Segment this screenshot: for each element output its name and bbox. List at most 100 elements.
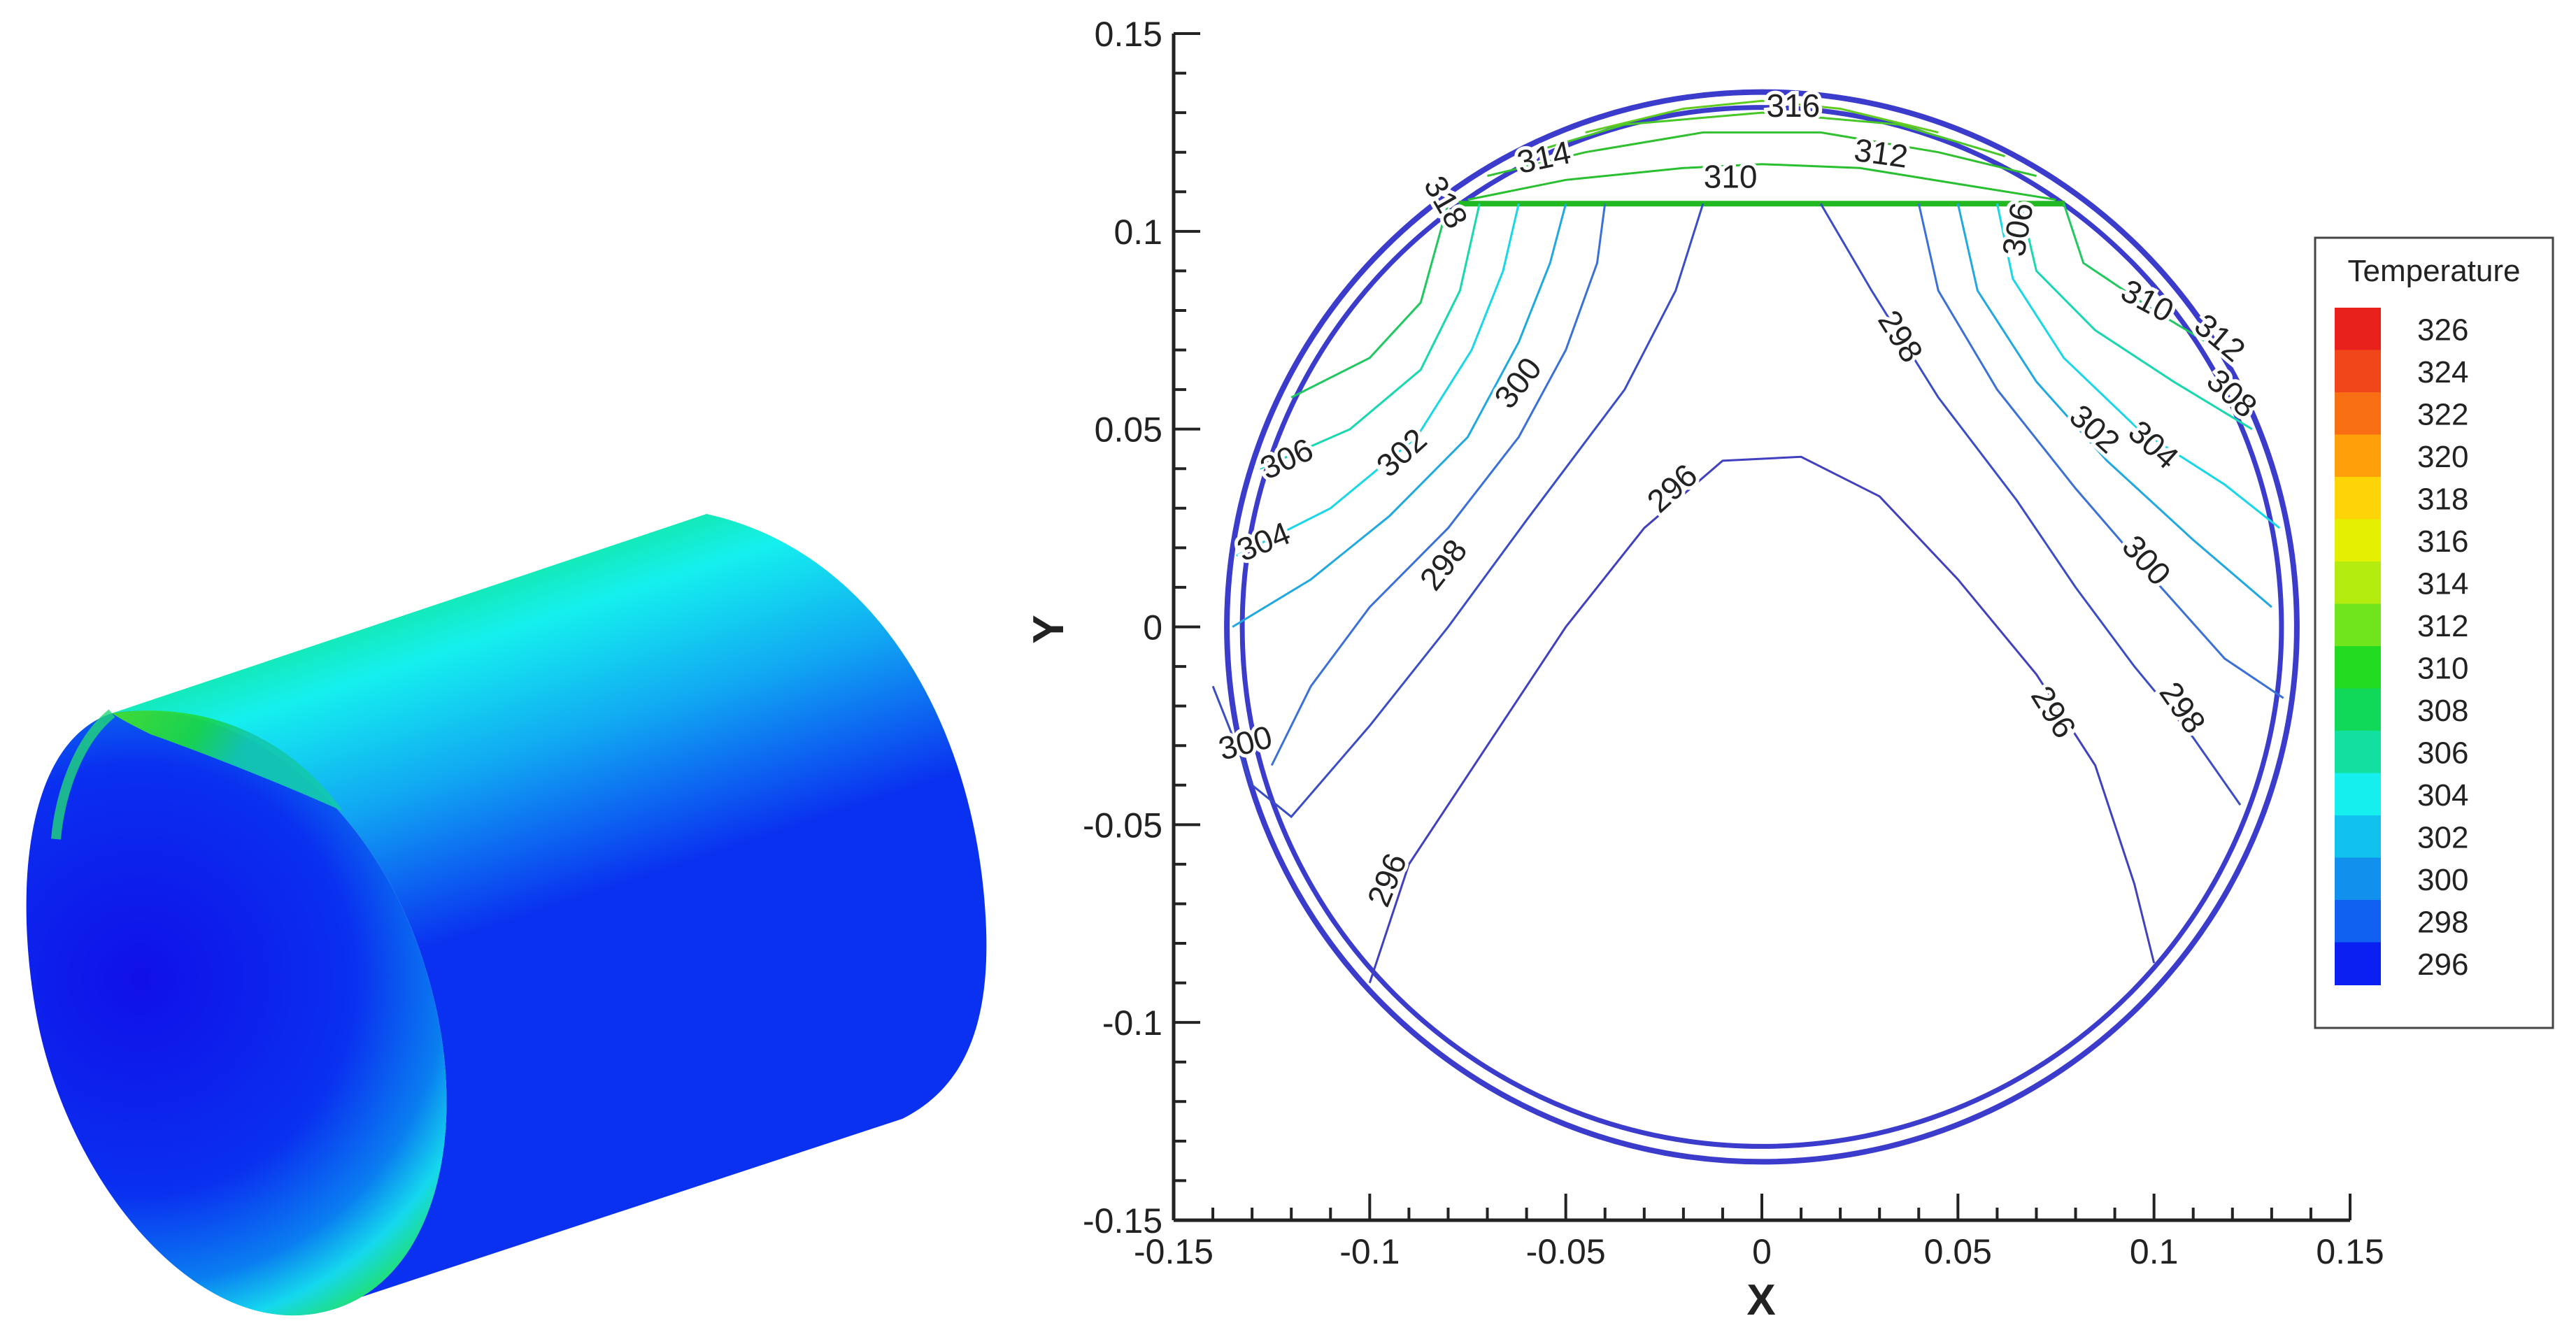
x-tick-label: 0.05 [1924, 1232, 1992, 1271]
contour-line-308 [1290, 203, 1449, 399]
contour-line-314 [1518, 111, 2006, 157]
y-tick-label: 0.1 [1113, 213, 1162, 252]
legend-swatch [2335, 857, 2381, 901]
cylinder-body [112, 514, 987, 1315]
contour-line-312 [1487, 131, 2037, 178]
contour-label: 298 [1412, 532, 1474, 596]
legend-swatch [2335, 434, 2381, 478]
legend-swatch [2335, 308, 2381, 351]
contour-line-298 [1211, 203, 1705, 819]
legend-swatch [2335, 519, 2381, 562]
legend-label: 316 [2417, 524, 2468, 559]
legend-swatch [2335, 392, 2381, 436]
legend-label: 298 [2417, 905, 2468, 939]
contour-lines [1211, 99, 2284, 984]
contour-line-296 [1368, 455, 2156, 984]
x-tick-label: -0.05 [1526, 1232, 1606, 1271]
contour-label: 298 [2152, 675, 2213, 740]
contour-label: 310 [2115, 272, 2179, 329]
legend-swatch [2335, 731, 2381, 774]
legend-box [2314, 236, 2554, 1029]
legend-label: 324 [2417, 355, 2468, 389]
legend-swatch [2335, 773, 2381, 816]
tank-inner-wall [1239, 105, 2284, 1149]
legend-label: 322 [2417, 397, 2468, 431]
contour-line-300 [1270, 203, 1607, 766]
contour-label: 296 [1640, 457, 1705, 520]
legend-label: 304 [2417, 778, 2468, 813]
legend-swatch [2335, 942, 2381, 985]
legend-label: 302 [2417, 820, 2468, 855]
y-tick-label: -0.15 [1083, 1201, 1162, 1241]
x-tick-label: -0.15 [1134, 1232, 1214, 1271]
legend-swatch [2335, 815, 2381, 859]
legend-label: 296 [2417, 948, 2468, 982]
y-tick-label: -0.05 [1083, 806, 1162, 845]
contour-line-302 [1956, 203, 2272, 608]
contour-label: 308 [2200, 362, 2264, 424]
legend-swatch [2335, 688, 2381, 731]
cap-edge-highlight [51, 709, 115, 840]
x-tick-label: 0 [1752, 1232, 1772, 1271]
legend-swatch [2335, 646, 2381, 689]
legend: Temperature 326 324 322 320 318 316 314 312 310 30… [2314, 236, 2554, 1029]
legend-title: Temperature [2347, 254, 2520, 288]
legend-label: 308 [2417, 694, 2468, 728]
contour-line-304 [1236, 203, 1520, 557]
contour-line-304 [1995, 203, 2281, 529]
contour-line-306 [2019, 203, 2253, 430]
y-tick-label: 0.05 [1095, 410, 1162, 450]
tank-outer-wall [1224, 89, 2300, 1165]
x-tick-label: 0.15 [2316, 1232, 2384, 1271]
contour-label: 300 [1487, 350, 1549, 415]
contour-label: 296 [1360, 848, 1414, 912]
legend-label: 310 [2417, 651, 2468, 685]
legend-label: 312 [2417, 609, 2468, 643]
contour-line-300 [1917, 203, 2284, 699]
contour-label: 316 [1766, 87, 1820, 124]
contour-label: 318 [1417, 170, 1475, 234]
contour-label: 306 [1255, 431, 1319, 487]
contour-label: 306 [1995, 200, 2040, 259]
legend-swatch [2335, 603, 2381, 647]
contour-label: 300 [2115, 528, 2178, 592]
x-tick-label: 0.1 [2130, 1232, 2179, 1271]
legend-label: 318 [2417, 482, 2468, 516]
x-tick-label: -0.1 [1339, 1232, 1400, 1271]
contour-line-310 [1467, 163, 2056, 201]
contour-label: 312 [1852, 131, 1910, 175]
contour-label: 312 [2188, 306, 2252, 369]
contour-line-302 [1232, 203, 1567, 628]
y-tick-label: 0 [1143, 608, 1162, 648]
x-axis-label: X [1746, 1276, 1775, 1324]
tank-cross-section [1224, 89, 2300, 1165]
legend-label: 326 [2417, 313, 2468, 347]
cylinder-end-cap [26, 710, 447, 1316]
contour-label: 310 [1704, 159, 1758, 195]
contour-label: 314 [1514, 134, 1574, 180]
legend-label: 314 [2417, 566, 2468, 601]
legend-label: 300 [2417, 863, 2468, 897]
legend-label: 320 [2417, 440, 2468, 474]
contour-label: 298 [1871, 303, 1930, 369]
contour-label: 304 [2121, 413, 2186, 476]
contour-line-306 [1259, 203, 1481, 470]
contour-label: 302 [1369, 421, 1434, 484]
contour-label: 302 [2063, 397, 2127, 460]
legend-label: 306 [2417, 736, 2468, 770]
legend-swatch [2335, 900, 2381, 943]
legend-swatch [2335, 477, 2381, 520]
tank-3d-render [26, 514, 987, 1316]
contour-line-298 [1819, 203, 2242, 806]
y-axis-label: Y [1025, 615, 1073, 643]
axes: -0.15 -0.1 -0.05 0 0.05 0.1 0.15 -0.15 -0.1 -0.05… [1083, 15, 2384, 1271]
cap-vapor-region [112, 710, 343, 811]
contour-label: 296 [2024, 680, 2084, 745]
legend-swatch [2335, 562, 2381, 605]
contour-line-316 [1585, 99, 1939, 134]
contour-line-308 [2063, 203, 2233, 359]
contour-label: 304 [1232, 515, 1295, 569]
y-tick-label: -0.1 [1102, 1003, 1162, 1043]
